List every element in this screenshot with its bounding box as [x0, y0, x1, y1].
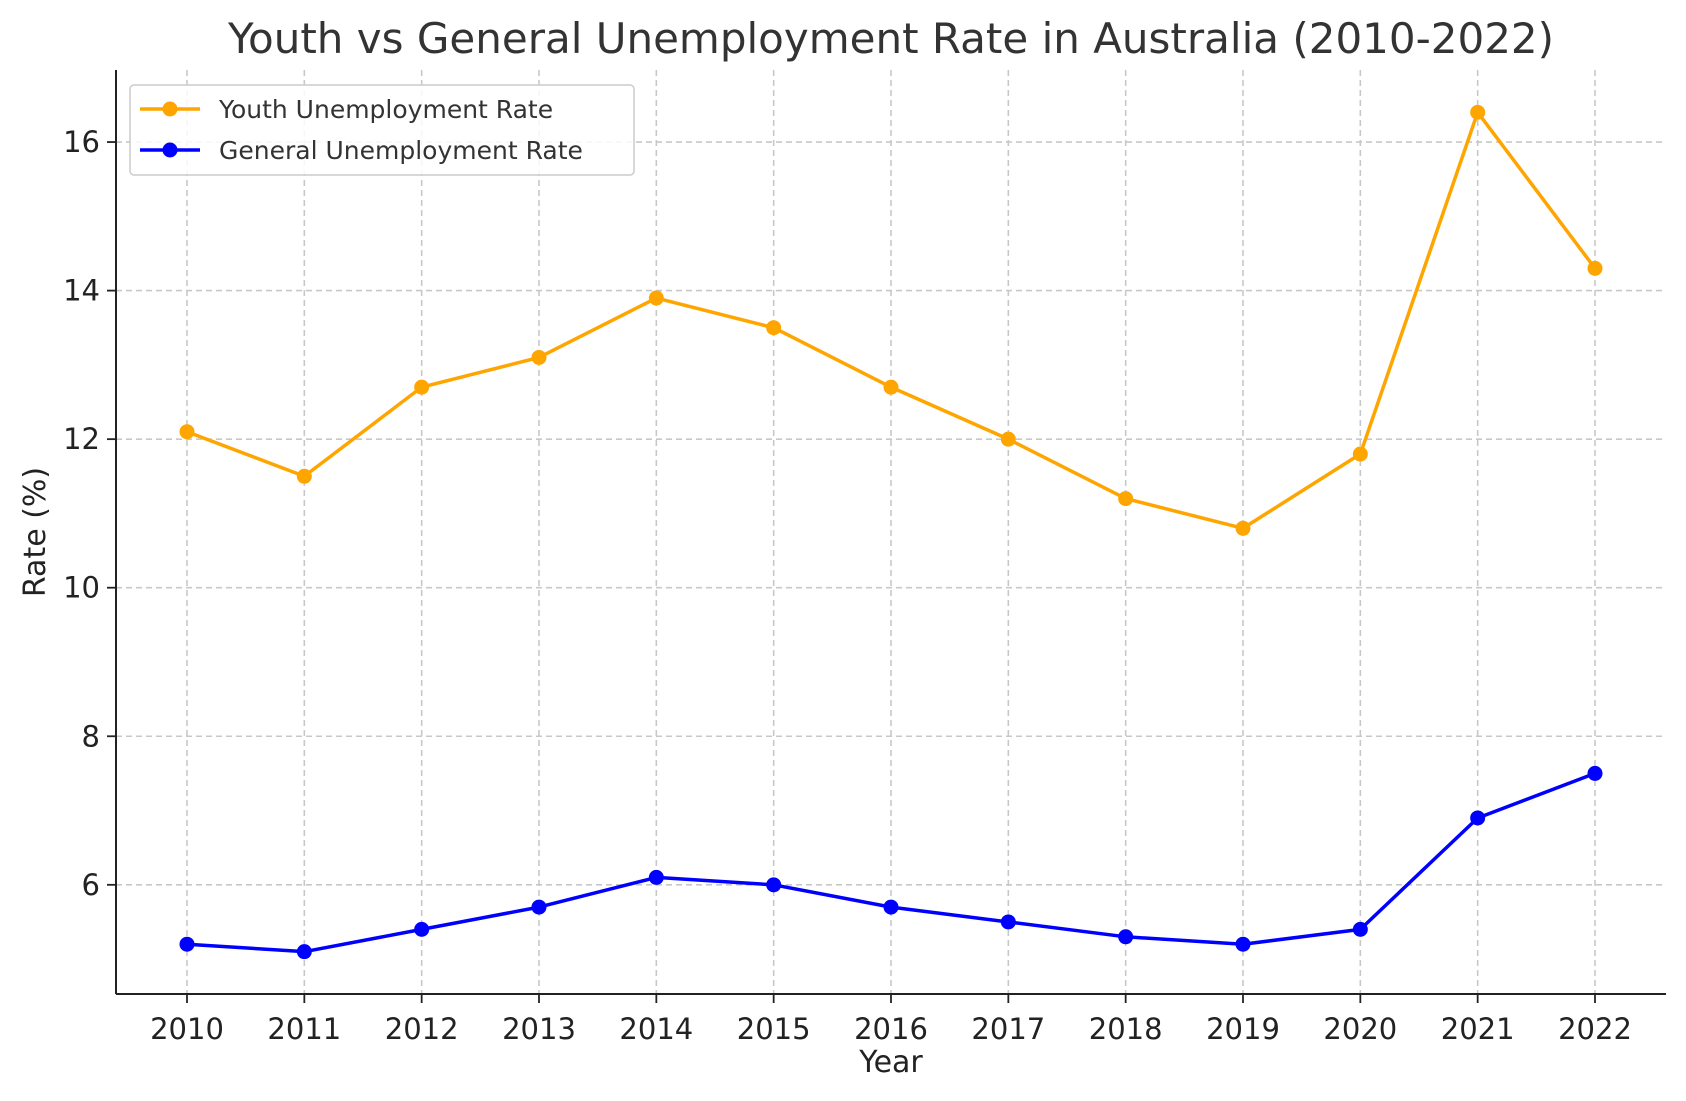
- y-tick-label: 6: [82, 868, 100, 902]
- data-point: [531, 349, 547, 365]
- x-tick-label: 2020: [1323, 1012, 1397, 1046]
- data-point: [414, 379, 430, 395]
- data-point: [1235, 520, 1251, 536]
- data-point: [1235, 936, 1251, 952]
- data-point: [883, 899, 899, 915]
- x-tick-label: 2022: [1558, 1012, 1632, 1046]
- data-point: [1118, 929, 1134, 945]
- data-point: [1587, 260, 1603, 276]
- x-tick-label: 2017: [971, 1012, 1045, 1046]
- data-point: [1587, 765, 1603, 781]
- x-tick-label: 2014: [619, 1012, 693, 1046]
- data-point: [648, 290, 664, 306]
- y-tick-label: 12: [63, 422, 100, 456]
- data-point: [1000, 431, 1016, 447]
- data-point: [414, 921, 430, 937]
- chart-title: Youth vs General Unemployment Rate in Au…: [227, 14, 1554, 63]
- legend-marker: [162, 142, 178, 158]
- x-tick-label: 2010: [150, 1012, 224, 1046]
- y-tick-label: 8: [82, 719, 100, 753]
- data-point: [1000, 914, 1016, 930]
- y-tick-label: 10: [63, 571, 100, 605]
- data-point: [1470, 810, 1486, 826]
- x-tick-label: 2013: [502, 1012, 576, 1046]
- y-axis-label: Rate (%): [18, 467, 53, 597]
- x-tick-label: 2021: [1441, 1012, 1515, 1046]
- data-point: [296, 468, 312, 484]
- x-axis-label: Year: [858, 1045, 923, 1080]
- data-point: [1352, 446, 1368, 462]
- data-point: [883, 379, 899, 395]
- data-point: [179, 424, 195, 440]
- x-tick-label: 2015: [737, 1012, 811, 1046]
- legend-marker: [162, 101, 178, 117]
- grid: [116, 70, 1666, 994]
- x-tick-label: 2018: [1089, 1012, 1163, 1046]
- data-point: [1118, 491, 1134, 507]
- axes: 2010 2011 2012 2013 2014 2015 2016 2017 2018 2019…: [63, 70, 1666, 1046]
- legend-label: Youth Unemployment Rate: [218, 95, 553, 124]
- data-point: [296, 944, 312, 960]
- x-tick-label: 2011: [267, 1012, 341, 1046]
- data-point: [531, 899, 547, 915]
- data-point: [1352, 921, 1368, 937]
- y-tick-label: 16: [63, 125, 100, 159]
- x-tick-label: 2012: [385, 1012, 459, 1046]
- series-group: [179, 104, 1603, 960]
- legend: Youth Unemployment Rate General Unemploym…: [129, 84, 635, 176]
- data-point: [1470, 104, 1486, 120]
- data-point: [179, 936, 195, 952]
- y-tick-label: 14: [63, 274, 100, 308]
- legend-label: General Unemployment Rate: [219, 136, 583, 165]
- data-point: [766, 320, 782, 336]
- x-tick-label: 2016: [854, 1012, 928, 1046]
- data-point: [648, 869, 664, 885]
- legend-box: [129, 84, 635, 176]
- data-point: [766, 877, 782, 893]
- x-tick-label: 2019: [1206, 1012, 1280, 1046]
